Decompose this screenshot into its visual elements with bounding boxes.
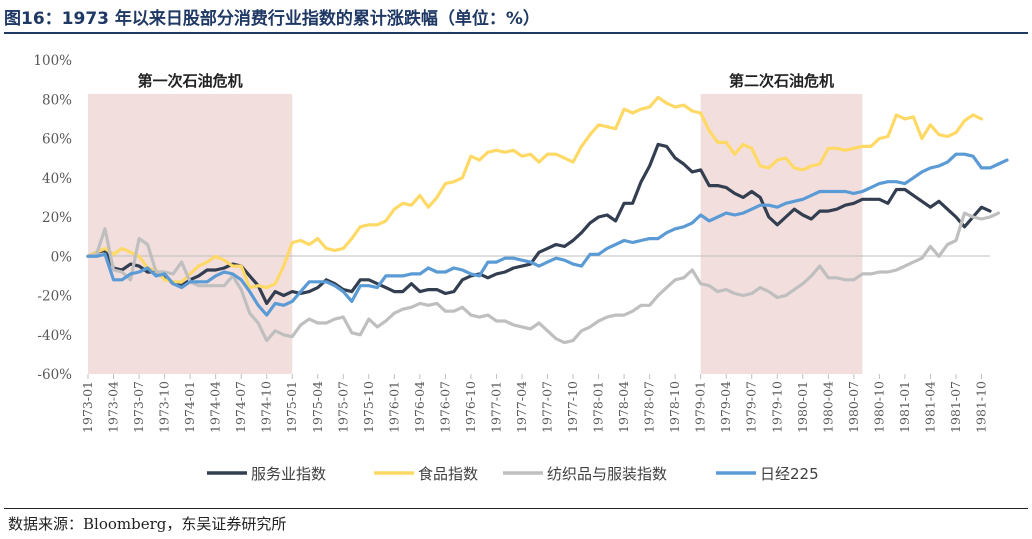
- x-tick-label: 1974-01: [182, 381, 197, 433]
- x-tick-label: 1980-10: [871, 381, 886, 433]
- title-rule: [4, 32, 1028, 34]
- y-tick-label: 100%: [33, 53, 72, 69]
- x-tick-label: 1975-04: [310, 381, 325, 433]
- x-tick-label: 1976-04: [412, 381, 427, 433]
- x-tick-label: 1979-04: [718, 381, 733, 433]
- y-tick-label: 80%: [42, 92, 72, 108]
- y-tick-label: 60%: [42, 132, 72, 148]
- y-tick-label: -20%: [37, 289, 72, 305]
- x-tick-label: 1973-01: [80, 381, 95, 433]
- x-tick-label: 1973-07: [131, 381, 146, 433]
- crisis-label-2: 第二次石油危机: [729, 72, 834, 90]
- x-tick-label: 1973-04: [106, 381, 121, 433]
- x-tick-label: 1977-01: [488, 381, 503, 433]
- x-tick-label: 1976-01: [386, 381, 401, 433]
- x-tick-label: 1981-07: [948, 381, 963, 433]
- crisis-band-1: [88, 94, 293, 374]
- x-tick-label: 1977-10: [565, 381, 580, 433]
- y-tick-label: -60%: [37, 367, 72, 383]
- x-tick-label: 1975-10: [361, 381, 376, 433]
- x-tick-label: 1977-04: [514, 381, 529, 433]
- legend: 服务业指数 食品指数 纺织品与服装指数 日经225: [207, 465, 819, 483]
- x-tick-label: 1980-04: [820, 381, 835, 433]
- x-tick-label: 1974-07: [233, 381, 248, 433]
- x-tick-label: 1977-07: [540, 381, 555, 433]
- x-tick-label: 1981-01: [897, 381, 912, 433]
- x-tick-label: 1979-01: [693, 381, 708, 433]
- series-line-nikkei225: [86, 152, 1009, 317]
- x-tick-label: 1979-07: [744, 381, 759, 433]
- legend-label-textile-apparel-index: 纺织品与服装指数: [547, 465, 667, 483]
- x-tick-label: 1978-10: [667, 381, 682, 433]
- x-tick-label: 1974-04: [208, 381, 223, 433]
- x-tick-label: 1975-07: [335, 381, 350, 433]
- figure-title: 图16：1973 年以来日股部分消费行业指数的累计涨跌幅（单位：%）: [4, 9, 540, 29]
- x-tick-label: 1981-10: [973, 381, 988, 433]
- crisis-band-2: [700, 94, 863, 374]
- source-rule: [4, 508, 1028, 509]
- x-tick-label: 1978-04: [616, 381, 631, 433]
- x-tick-label: 1974-10: [259, 381, 274, 433]
- x-tick-label: 1975-01: [284, 381, 299, 433]
- x-tick-label: 1978-01: [591, 381, 606, 433]
- legend-label-nikkei225: 日经225: [760, 465, 819, 483]
- x-tick-label: 1981-04: [922, 381, 937, 433]
- y-tick-label: -40%: [37, 328, 72, 344]
- y-tick-label: 0%: [51, 249, 73, 265]
- x-tick-label: 1979-10: [769, 381, 784, 433]
- x-tick-label: 1978-07: [642, 381, 657, 433]
- source-note: 数据来源：Bloomberg，东吴证券研究所: [8, 515, 287, 533]
- series-line-textile-apparel-index: [86, 211, 1001, 345]
- x-tick-label: 1976-07: [437, 381, 452, 433]
- crisis-label-1: 第一次石油危机: [138, 72, 243, 90]
- line-chart: 第一次石油危机 第二次石油危机 100% 80% 60% 40% 20% 0% -20% -40…: [33, 53, 1009, 483]
- x-tick-label: 1980-07: [846, 381, 861, 433]
- x-tick-label: 1980-01: [795, 381, 810, 433]
- y-tick-label: 40%: [42, 171, 72, 187]
- x-tick-label: 1976-10: [463, 381, 478, 433]
- legend-label-services-index: 服务业指数: [251, 465, 326, 483]
- x-tick-label: 1973-10: [157, 381, 172, 433]
- series-line-food-index: [86, 95, 984, 290]
- y-tick-label: 20%: [42, 210, 72, 226]
- legend-label-food-index: 食品指数: [418, 465, 478, 483]
